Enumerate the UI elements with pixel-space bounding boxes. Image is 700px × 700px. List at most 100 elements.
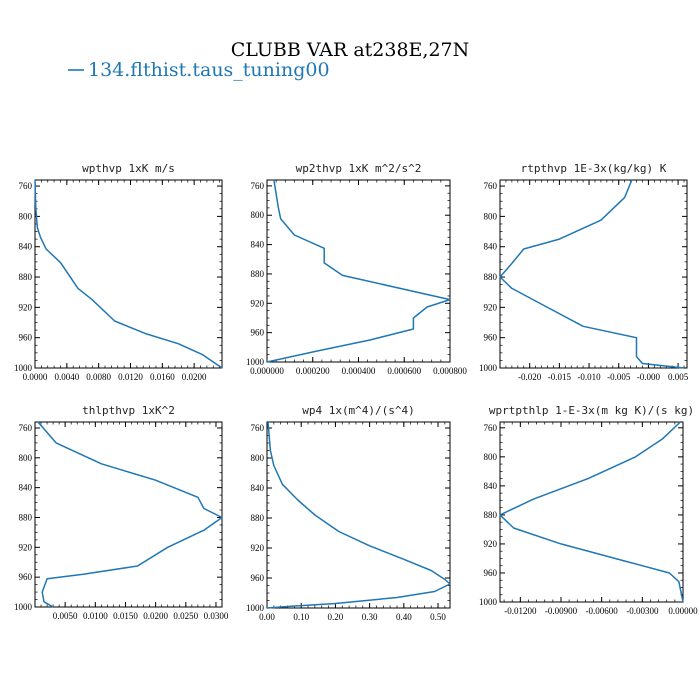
panel-title: wpthvp 1xK m/s: [82, 162, 175, 175]
x-tick-label: 0.000400: [342, 366, 376, 376]
y-tick-label: 880: [251, 269, 265, 279]
panel-4: thlpthvp 1xK^2 0.0050 0.0100 0.0150 0.0200 0.…: [14, 404, 229, 621]
legend-label: 134.flthist.taus_tuning00: [88, 59, 330, 81]
panels: wpthvp 1xK m/s 0.0000 0.0040 0.0080 0.0120 0.…: [14, 162, 698, 622]
y-tick-label: 880: [19, 512, 33, 522]
x-tick-label: -0.020: [518, 372, 542, 382]
panel-1: wpthvp 1xK m/s 0.0000 0.0040 0.0080 0.0120 0.…: [14, 162, 223, 382]
x-tick-label: -0.00300: [626, 606, 659, 616]
y-tick-label: 760: [251, 423, 265, 433]
x-tick-label: 0.000800: [433, 366, 467, 376]
x-tick-label: -0.00900: [545, 606, 578, 616]
y-tick-label: 880: [251, 513, 265, 523]
x-tick-label: 0.0300: [204, 611, 229, 621]
y-tick-label: 800: [251, 453, 265, 463]
y-tick-label: 760: [251, 181, 265, 191]
y-tick-label: 840: [251, 483, 265, 493]
x-tick-label: 0.000600: [387, 366, 421, 376]
y-tick-label: 840: [19, 242, 33, 252]
y-tick-label: 1000: [479, 597, 498, 607]
x-tick-label: 0.0200: [182, 372, 207, 382]
x-tick-label: 0.50: [430, 612, 446, 622]
panel-title: thlpthvp 1xK^2: [82, 404, 175, 417]
x-tick-label: 0.005: [668, 372, 689, 382]
x-tick-label: -0.000: [637, 372, 661, 382]
figure-title: CLUBB VAR at238E,27N: [231, 39, 470, 61]
x-tick-label: 0.30: [362, 612, 378, 622]
series-line: [266, 179, 451, 363]
legend: 134.flthist.taus_tuning00: [68, 59, 330, 81]
y-tick-label: 960: [19, 333, 33, 343]
x-tick-label: 0.0150: [113, 611, 138, 621]
x-tick-label: 0.0120: [118, 372, 143, 382]
x-tick-label: 0.00: [259, 612, 275, 622]
y-tick-label: 1000: [246, 357, 265, 367]
panel-3: rtpthvp 1E-3x(kg/kg) K -0.020 -0.015 -0.010…: [479, 162, 689, 382]
y-tick-label: 920: [251, 543, 265, 553]
x-tick-label: 0.10: [293, 612, 309, 622]
y-tick-label: 880: [484, 510, 498, 520]
y-tick-label: 920: [484, 302, 498, 312]
y-tick-label: 1000: [479, 363, 498, 373]
x-tick-label: 0.20: [328, 612, 344, 622]
y-tick-label: 800: [484, 452, 498, 462]
series-line: [499, 179, 685, 369]
x-tick-label: 0.0080: [86, 372, 111, 382]
panel-5: wp4 1x(m^4)/(s^4) 0.00 0.10 0.20 0.30 0.40 0.5…: [246, 404, 451, 622]
y-tick-label: 1000: [14, 363, 33, 373]
x-tick-label: 0.0040: [54, 372, 79, 382]
y-tick-label: 960: [19, 572, 33, 582]
y-tick-label: 920: [484, 539, 498, 549]
y-tick-label: 960: [484, 568, 498, 578]
x-tick-label: 0.0250: [173, 611, 198, 621]
x-tick-label: 0.0160: [150, 372, 175, 382]
series-line: [37, 421, 223, 608]
y-tick-label: 960: [251, 573, 265, 583]
y-tick-label: 800: [251, 210, 265, 220]
y-tick-label: 920: [251, 298, 265, 308]
y-tick-label: 800: [484, 211, 498, 221]
panel-2: wp2thvp 1xK m^2/s^2 0.000000 0.000200 0.000…: [246, 162, 467, 376]
y-tick-label: 760: [484, 423, 498, 433]
x-tick-label: 0.0100: [83, 611, 108, 621]
x-tick-label: -0.00600: [586, 606, 619, 616]
x-tick-label: 0.0050: [53, 611, 78, 621]
y-tick-label: 920: [19, 542, 33, 552]
y-tick-label: 760: [19, 423, 33, 433]
y-tick-label: 960: [251, 328, 265, 338]
series-line: [34, 179, 223, 369]
y-tick-label: 960: [484, 333, 498, 343]
x-tick-label: -0.01200: [504, 606, 537, 616]
panel-title: rtpthvp 1E-3x(kg/kg) K: [521, 162, 667, 175]
x-tick-label: 0.0200: [143, 611, 168, 621]
plot-frame: [499, 179, 688, 369]
plot-frame: [266, 421, 451, 609]
plot-frame: [266, 179, 451, 363]
x-tick-label: 0.000000: [250, 366, 284, 376]
x-tick-label: 0.00000: [668, 606, 698, 616]
y-tick-label: 1000: [246, 603, 265, 613]
y-tick-label: 800: [19, 453, 33, 463]
x-tick-label: 0.000200: [296, 366, 330, 376]
series-line: [266, 421, 451, 609]
y-tick-label: 840: [251, 240, 265, 250]
y-tick-label: 800: [19, 211, 33, 221]
panel-title: wp4 1x(m^4)/(s^4): [302, 404, 415, 417]
plot-frame: [34, 179, 223, 369]
panel-title: wp2thvp 1xK m^2/s^2: [296, 162, 422, 175]
y-tick-label: 840: [484, 481, 498, 491]
x-tick-label: 0.40: [396, 612, 412, 622]
x-tick-label: -0.015: [548, 372, 572, 382]
x-tick-label: -0.010: [577, 372, 601, 382]
panel-6: wprtpthlp 1-E-3x(m kg K)/(s kg)-0.01200-…: [479, 404, 698, 616]
y-tick-label: 880: [484, 272, 498, 282]
series-line: [499, 421, 684, 603]
y-tick-label: 1000: [14, 602, 33, 612]
y-tick-label: 840: [19, 483, 33, 493]
plot-frame: [499, 421, 684, 603]
y-tick-label: 920: [19, 302, 33, 312]
panel-title: wprtpthlp 1-E-3x(m kg K)/(s kg): [489, 404, 694, 417]
y-tick-label: 760: [484, 181, 498, 191]
y-tick-label: 840: [484, 242, 498, 252]
